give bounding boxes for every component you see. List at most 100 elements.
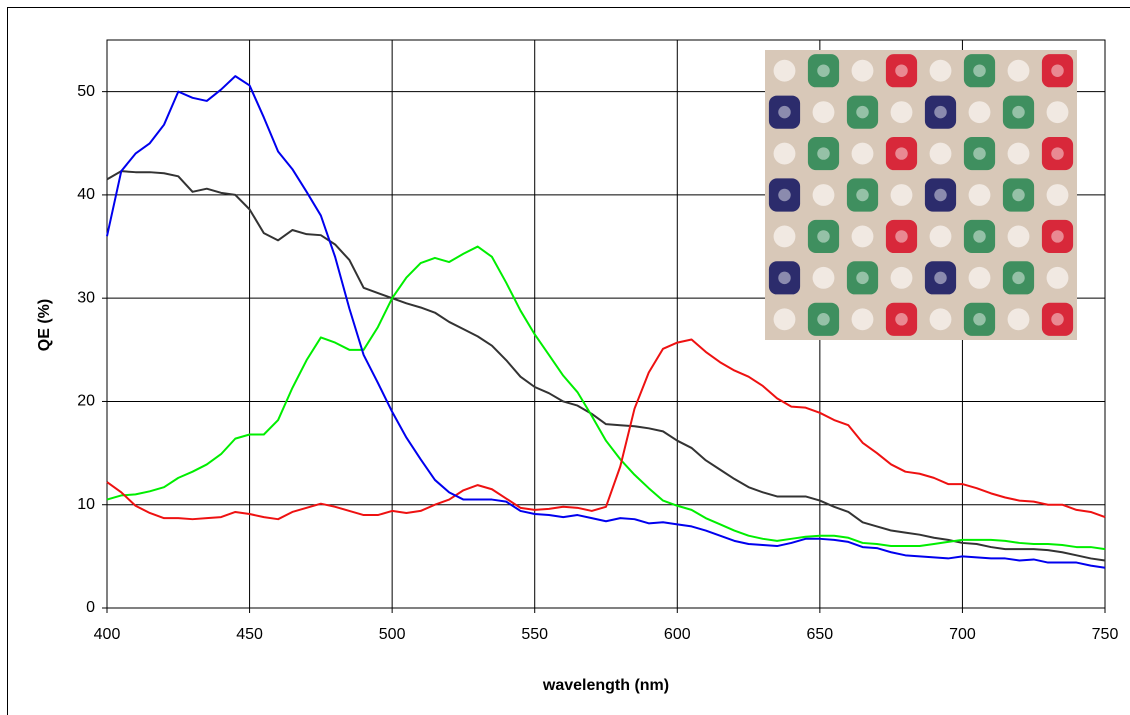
inset-dot [773, 225, 796, 248]
x-tick-label: 450 [236, 626, 263, 643]
inset-pixel [807, 219, 840, 253]
x-axis-title: wavelength (nm) [542, 677, 669, 694]
inset-pixel [807, 302, 840, 336]
inset-pixel [807, 54, 840, 88]
inset-pixel [963, 54, 996, 88]
inset-pixel [885, 302, 918, 336]
inset-pixel-center [817, 230, 830, 243]
inset-pixel-center [856, 188, 869, 202]
inset-pixel-center [973, 313, 986, 326]
data-line [106, 245, 1106, 551]
inset-dot [890, 101, 913, 124]
inset-pixel [924, 95, 957, 129]
inset-dot [773, 142, 796, 165]
inset-pixel [846, 178, 879, 212]
x-tick-label: 550 [521, 626, 548, 643]
inset-dot [1007, 59, 1030, 82]
inset-pixel-center [934, 188, 947, 202]
inset-dot [1046, 101, 1069, 124]
inset-pixel-center [817, 147, 830, 160]
inset-pixel-center [934, 105, 947, 119]
inset-pixel [768, 95, 801, 129]
x-tick-label: 650 [807, 626, 834, 643]
inset-pixel [768, 261, 801, 295]
inset-dot [1007, 142, 1030, 165]
inset-dot [773, 308, 796, 331]
inset-dot [968, 101, 991, 124]
inset-pixel [963, 137, 996, 171]
inset-pixel [1002, 178, 1035, 212]
inset-dot [968, 184, 991, 206]
inset-pixel-center [1051, 230, 1064, 243]
inset-dot [890, 184, 913, 206]
inset-pixel [963, 219, 996, 253]
inset-dot [1007, 308, 1030, 331]
inset-pixel [1041, 302, 1074, 336]
chart-frame [7, 7, 1130, 715]
data-line [106, 75, 1106, 569]
inset-pixel [846, 95, 879, 129]
inset-dot [812, 266, 835, 289]
inset-pixel-center [895, 147, 908, 160]
x-tick-label: 600 [664, 626, 691, 643]
inset-pixel-center [856, 105, 869, 119]
x-tick-label: 500 [379, 626, 406, 643]
inset-pixel [1041, 137, 1074, 171]
inset-dot [929, 225, 952, 248]
inset-dot [929, 59, 952, 82]
data-line [106, 170, 1106, 562]
inset-dot [851, 225, 874, 248]
inset-pixel-center [778, 105, 791, 119]
inset-pixel-center [1012, 271, 1025, 285]
inset-pixel-center [895, 313, 908, 326]
inset-pixel [885, 137, 918, 171]
inset-pixel-center [895, 230, 908, 243]
inset-pixel-center [817, 313, 830, 326]
inset-pixel [885, 54, 918, 88]
inset-pixel [807, 137, 840, 171]
inset-pixel [924, 178, 957, 212]
inset-pixel-center [778, 271, 791, 285]
inset-pixel [963, 302, 996, 336]
inset-pixel-center [1051, 64, 1064, 77]
inset-dot [929, 308, 952, 331]
inset-pixel-center [973, 147, 986, 160]
y-tick-label: 10 [77, 496, 95, 513]
x-tick-label: 700 [949, 626, 976, 643]
inset-pixel-center [895, 64, 908, 77]
inset-pixel-center [1012, 105, 1025, 119]
inset-dot [812, 101, 835, 124]
inset-pixel [885, 219, 918, 253]
inset-pixel [1002, 261, 1035, 295]
inset-dot [968, 266, 991, 289]
y-tick-label: 0 [86, 599, 95, 616]
inset-pixel-center [1051, 313, 1064, 326]
plot-border [106, 39, 1106, 609]
inset-pixel-center [1051, 147, 1064, 160]
inset-dot [773, 59, 796, 82]
y-tick-label: 30 [77, 289, 95, 306]
data-line [106, 338, 1106, 521]
inset-pixel-center [817, 64, 830, 77]
y-axis-title: QE (%) [36, 299, 53, 351]
inset-pixel [1041, 219, 1074, 253]
inset-pixel-center [856, 271, 869, 285]
y-tick-label: 50 [77, 83, 95, 100]
x-tick-label: 750 [1092, 626, 1119, 643]
inset-pixel [1041, 54, 1074, 88]
inset-dot [890, 266, 913, 289]
y-tick-label: 40 [77, 186, 95, 203]
inset-dot [1046, 184, 1069, 206]
inset-pixel-center [934, 271, 947, 285]
inset-dot [1046, 266, 1069, 289]
inset-pixel-center [1012, 188, 1025, 202]
inset-pixel [1002, 95, 1035, 129]
inset-pixel-center [973, 230, 986, 243]
inset-dot [851, 142, 874, 165]
inset-dot [929, 142, 952, 165]
inset-dot [1007, 225, 1030, 248]
inset-dot [851, 59, 874, 82]
inset-pixel [924, 261, 957, 295]
inset-pixel-center [778, 188, 791, 202]
